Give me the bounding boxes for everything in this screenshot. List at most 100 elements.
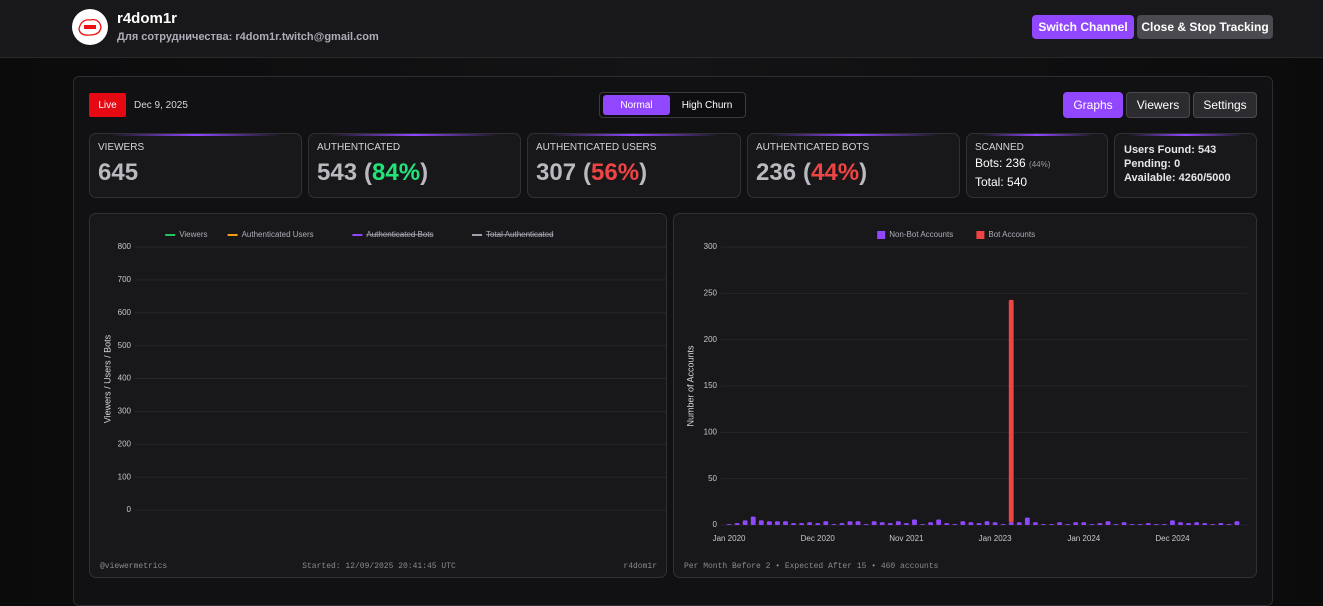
bar <box>1032 522 1038 525</box>
share-part: 84% <box>372 159 421 186</box>
stat-number: 543 <box>317 159 358 186</box>
y-tick-label: 200 <box>704 335 718 344</box>
switch-channel-button[interactable]: Switch Channel <box>1032 15 1134 39</box>
chart-footer: Started: 12/09/2025 20:41:45 UTC <box>302 562 456 571</box>
y-tick-label: 0 <box>127 505 132 514</box>
legend-swatch <box>877 231 886 239</box>
bar <box>1186 523 1192 525</box>
bar <box>1218 523 1224 525</box>
mode-button[interactable]: High Churn <box>681 99 733 111</box>
chart-card: 0 100 200 300 400 500 600 700 800 Viewers / Users… <box>89 213 667 578</box>
scanned-card: SCANNED Bots: 236 (44%) Total: 540 <box>966 133 1108 198</box>
bar <box>928 522 934 525</box>
bar <box>960 521 966 525</box>
bar <box>920 524 925 525</box>
bar <box>1073 522 1079 525</box>
legend-label: Authenticated Bots <box>366 230 433 239</box>
bar <box>1041 524 1046 525</box>
stat-number: 307 <box>536 159 577 186</box>
stat-value: 236 (44%) <box>756 159 867 187</box>
y-tick-label: 300 <box>118 407 132 416</box>
users-found: Users Found: 543 <box>1124 144 1217 156</box>
x-tick-label: Jan 2024 <box>1067 534 1100 543</box>
tab-button[interactable]: Viewers <box>1126 92 1190 118</box>
x-tick-label: Jan 2023 <box>979 534 1012 543</box>
y-tick-label: 100 <box>118 472 132 481</box>
y-axis-title: Number of Accounts <box>685 345 695 427</box>
bar <box>879 522 885 525</box>
stat-card: AUTHENTICATED USERS 307 (56%) <box>527 133 741 198</box>
channel-name: r4dom1r <box>117 10 178 27</box>
y-tick-label: 700 <box>118 275 132 284</box>
bar <box>863 524 869 525</box>
stat-value: 307 (56%) <box>536 159 647 187</box>
bar <box>912 519 917 525</box>
bar <box>1000 524 1006 525</box>
stat-share: (84%) <box>364 159 428 186</box>
bar <box>1137 524 1143 525</box>
share-part: 44% <box>811 159 860 186</box>
bar <box>1049 524 1054 525</box>
tab-button[interactable]: Settings <box>1193 92 1257 118</box>
share-part: ) <box>859 159 868 186</box>
share-part: ( <box>364 159 373 186</box>
bar <box>1065 524 1071 525</box>
contact: Для сотрудничества: r4dom1r.twitch@gmail… <box>117 31 379 43</box>
y-tick-label: 250 <box>704 288 718 297</box>
stat-number: 236 <box>756 159 797 186</box>
y-axis-title: Viewers / Users / Bots <box>102 334 112 423</box>
bar <box>952 524 958 525</box>
bar <box>903 523 909 525</box>
y-tick-label: 0 <box>713 520 718 529</box>
date: Dec 9, 2025 <box>134 100 188 111</box>
stop-tracking-button[interactable]: Close & Stop Tracking <box>1137 15 1273 39</box>
bar <box>1097 523 1103 525</box>
y-tick-label: 400 <box>118 374 132 383</box>
bar <box>1113 524 1119 525</box>
bar <box>791 523 796 525</box>
chart-footer: Per Month Before 2 • Expected After 15 •… <box>684 562 939 571</box>
bar <box>1016 522 1022 525</box>
bar <box>992 522 998 525</box>
legend-label: Authenticated Users <box>242 230 314 239</box>
stat-value: 543 (84%) <box>317 159 428 187</box>
legend-swatch <box>976 231 985 239</box>
scanned-bots-share: (44%) <box>1029 160 1051 169</box>
bar <box>783 521 788 525</box>
bar <box>1226 524 1232 525</box>
bar <box>1105 521 1111 525</box>
bar <box>1081 522 1087 525</box>
y-tick-label: 50 <box>708 474 717 483</box>
scanned-bots: Bots: 236 (44%) <box>975 156 1050 170</box>
bar <box>855 521 861 525</box>
tab-button[interactable]: Graphs <box>1063 92 1123 118</box>
x-tick-label: Nov 2021 <box>889 534 924 543</box>
x-tick-label: Jan 2020 <box>713 534 746 543</box>
bar <box>734 523 740 525</box>
stat-label: AUTHENTICATED USERS <box>536 142 657 153</box>
stat-label: AUTHENTICATED <box>317 142 401 153</box>
bar <box>871 521 877 525</box>
viewers-chart: 0 100 200 300 400 500 600 700 800 Viewers / Users… <box>100 230 666 571</box>
bar <box>1008 299 1014 523</box>
bar <box>1234 521 1240 525</box>
stat-card: AUTHENTICATED BOTS 236 (44%) <box>747 133 960 198</box>
stat-label: AUTHENTICATED BOTS <box>756 142 870 153</box>
bar <box>831 524 837 525</box>
bar <box>766 521 772 525</box>
bar <box>1057 522 1063 525</box>
mode-button[interactable]: Normal <box>603 95 670 115</box>
live-badge: Live <box>89 93 126 117</box>
x-tick-label: Dec 2024 <box>1155 534 1190 543</box>
legend-label: Viewers <box>179 230 207 239</box>
bar <box>936 519 942 525</box>
bar <box>1145 523 1151 525</box>
y-tick-label: 150 <box>704 381 718 390</box>
scanned-label: SCANNED <box>975 142 1024 153</box>
x-tick-label: Dec 2020 <box>801 534 836 543</box>
bar <box>1161 524 1167 525</box>
pending: Pending: 0 <box>1124 158 1181 170</box>
bar <box>1178 522 1183 525</box>
y-tick-label: 100 <box>704 427 718 436</box>
